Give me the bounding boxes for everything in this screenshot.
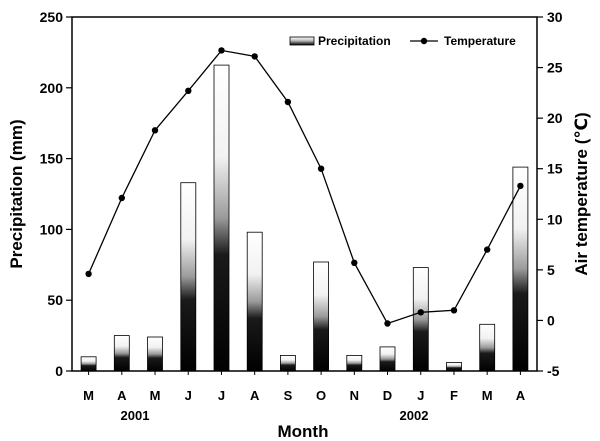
month-label-11: F [450,388,458,403]
left-axis-ticks: 0 50 100 150 200 250 [40,9,72,379]
legend-precipitation-label: Precipitation [318,34,391,48]
precipitation-bar-6 [279,354,296,372]
y-axis-title: Precipitation (mm) [7,119,26,268]
month-label-0: M [83,388,94,403]
y-tick-label-0: 0 [55,363,63,379]
y2-tick-label-30: 30 [547,9,563,25]
y-tick-label-150: 150 [40,151,64,167]
temperature-point-10 [417,309,424,316]
y2-tick-label--5: -5 [547,363,560,379]
temperature-point-13 [517,182,524,190]
precipitation-bar-13 [512,166,529,372]
y2-tick-label-0: 0 [547,312,555,328]
month-label-5: A [250,388,260,403]
temperature-point-4 [218,47,225,54]
y2-tick-label-25: 25 [547,60,563,76]
legend-temperature-label: Temperature [444,34,516,48]
temperature-point-7 [317,165,325,172]
temperature-line-group [85,47,524,327]
precipitation-bar-0 [80,356,97,372]
legend-precipitation-swatch [289,36,315,46]
y2-tick-label-5: 5 [547,262,555,278]
y-tick-label-50: 50 [47,292,63,308]
month-label-10: J [417,388,424,403]
y2-tick-label-15: 15 [547,161,563,177]
precipitation-bar-11 [446,362,462,372]
temperature-point-6 [284,98,292,106]
month-label-3: J [185,388,192,403]
temperature-point-8 [351,259,358,266]
month-label-8: N [350,388,359,403]
temperature-point-11 [450,307,458,314]
month-label-4: J [218,388,225,403]
y2-tick-label-20: 20 [547,110,563,126]
temperature-point-12 [484,246,491,253]
month-label-2: M [150,388,161,403]
precipitation-bar-8 [346,354,363,372]
precipitation-bars [80,64,529,372]
y-tick-label-250: 250 [40,9,64,25]
temperature-point-1 [118,194,126,202]
plot-frame [71,16,538,372]
temperature-line [88,49,521,325]
y-tick-label-100: 100 [40,221,64,237]
precipitation-bar-9 [379,346,396,372]
right-axis-ticks: -5 0 5 10 15 20 25 30 [537,9,563,379]
temperature-point-2 [151,127,159,134]
precipitation-bar-12 [479,323,496,372]
precipitation-bar-1 [113,335,130,372]
y2-tick-label-10: 10 [547,211,563,227]
legend: Precipitation Temperature [289,34,516,48]
month-label-9: D [383,388,392,403]
precipitation-bar-7 [313,261,330,372]
temperature-point-3 [185,87,192,95]
month-label-13: A [516,388,526,403]
x-axis-title: Month [278,422,329,441]
temperature-point-5 [251,53,258,60]
precipitation-bar-4 [213,64,230,372]
legend-temperature-marker [420,37,428,45]
precipitation-bar-10 [412,267,429,372]
month-label-12: M [482,388,493,403]
precipitation-bar-5 [246,231,263,372]
month-label-7: O [316,388,326,403]
precipitation-bar-3 [180,182,197,372]
temperature-point-9 [384,320,391,327]
y2-axis-title: Air temperature (℃) [572,112,591,275]
month-label-1: A [117,388,127,403]
precipitation-bar-2 [147,336,163,372]
temperature-point-0 [85,270,92,278]
month-label-6: S [284,388,293,403]
year-label-2002: 2002 [400,408,429,423]
year-label-2001: 2001 [121,408,150,423]
y-tick-label-200: 200 [40,80,64,96]
